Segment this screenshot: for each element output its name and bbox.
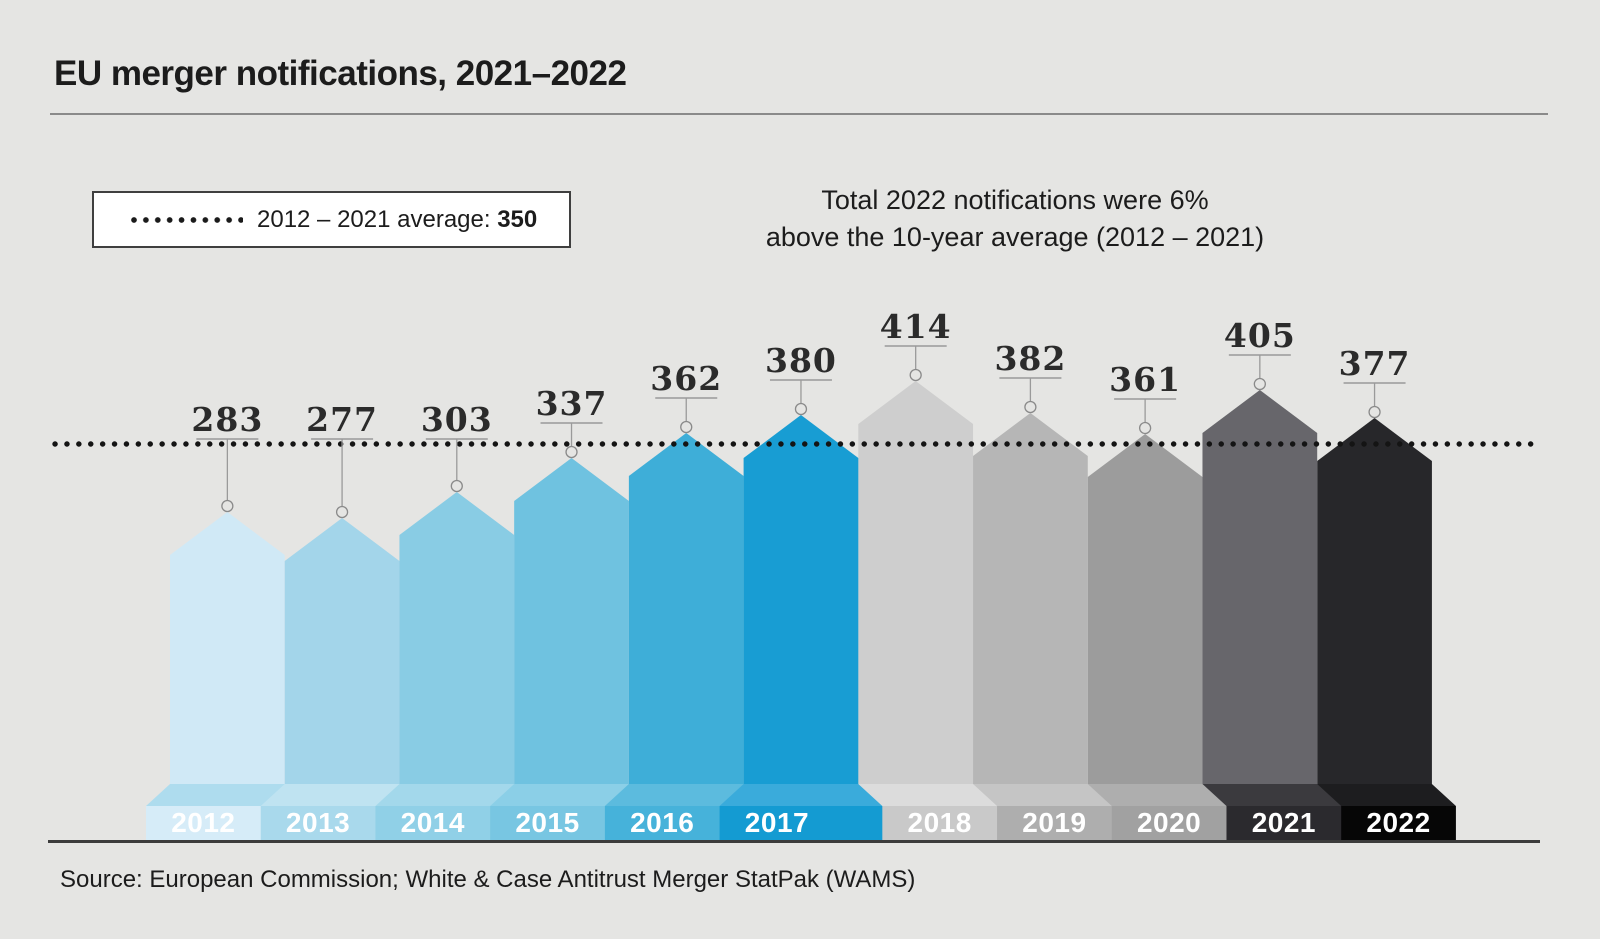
leader-dot-2019	[1024, 400, 1037, 414]
bar-column-2018	[858, 381, 974, 784]
bar-value-2016: 362	[650, 359, 722, 398]
leader-dot-2022	[1368, 405, 1381, 419]
bar-year-2022: 2022	[1366, 807, 1430, 838]
bar-value-2022: 377	[1339, 344, 1411, 383]
bar-year-2020: 2020	[1137, 807, 1201, 838]
bar-column-2014	[399, 492, 515, 784]
average-value: 350	[497, 205, 538, 233]
bar-year-2015: 2015	[515, 807, 579, 838]
leader-dot-2012	[221, 499, 234, 513]
bar-value-2021: 405	[1224, 316, 1296, 355]
bar-year-2014: 2014	[401, 807, 465, 838]
bar-column-2012	[170, 512, 285, 784]
bar-column-2013	[284, 518, 400, 784]
bar-value-2014: 303	[421, 400, 493, 439]
bar-value-2018: 414	[880, 307, 952, 346]
leader-dot-2015	[565, 445, 578, 459]
bar-value-2017: 380	[765, 341, 837, 380]
leader-dot-2016	[680, 420, 693, 434]
page-title: EU merger notifications, 2021–2022	[54, 54, 627, 93]
bar-column-2017	[743, 415, 859, 784]
bar-year-2021: 2021	[1252, 807, 1316, 838]
bar-value-2019: 382	[994, 339, 1066, 378]
average-legend: 2012 – 2021 average: 350	[92, 191, 571, 248]
dotted-line-icon	[131, 216, 243, 223]
bar-year-2013: 2013	[286, 807, 350, 838]
leader-dot-2014	[450, 479, 463, 493]
bar-value-2013: 277	[306, 400, 378, 439]
source-note: Source: European Commission; White & Cas…	[60, 866, 916, 893]
bar-year-2017: 2017	[745, 807, 809, 838]
leader-dot-2020	[1138, 421, 1152, 435]
bar-pedestal-bevel-2017	[719, 784, 883, 806]
leader-dot-2013	[335, 505, 349, 519]
leader-dot-2021	[1253, 377, 1266, 391]
bar-year-2012: 2012	[171, 807, 235, 838]
bar-column-2019	[973, 413, 1088, 784]
leader-dot-2017	[794, 402, 808, 416]
annotation-line-1: Total 2022 notifications were 6%	[821, 185, 1209, 215]
bar-year-2018: 2018	[908, 807, 972, 838]
bar-value-2012: 283	[191, 400, 263, 439]
title-divider	[50, 113, 1548, 115]
bar-value-2020: 361	[1109, 360, 1181, 399]
bar-column-2015	[514, 458, 629, 784]
chart-annotation: Total 2022 notifications were 6% above t…	[690, 182, 1340, 256]
leader-dot-2018	[909, 368, 922, 382]
bar-year-2019: 2019	[1022, 807, 1086, 838]
bar-column-2020	[1087, 434, 1203, 784]
average-legend-label: 2012 – 2021 average: 350	[257, 205, 538, 233]
bar-column-2022	[1317, 418, 1432, 784]
bar-column-2016	[628, 433, 744, 784]
bar-column-2021	[1202, 390, 1318, 784]
bar-value-2015: 337	[536, 384, 608, 423]
bar-year-2016: 2016	[630, 807, 694, 838]
annotation-line-2: above the 10-year average (2012 – 2021)	[765, 222, 1265, 252]
bar-pedestal-base-2017	[719, 806, 883, 840]
